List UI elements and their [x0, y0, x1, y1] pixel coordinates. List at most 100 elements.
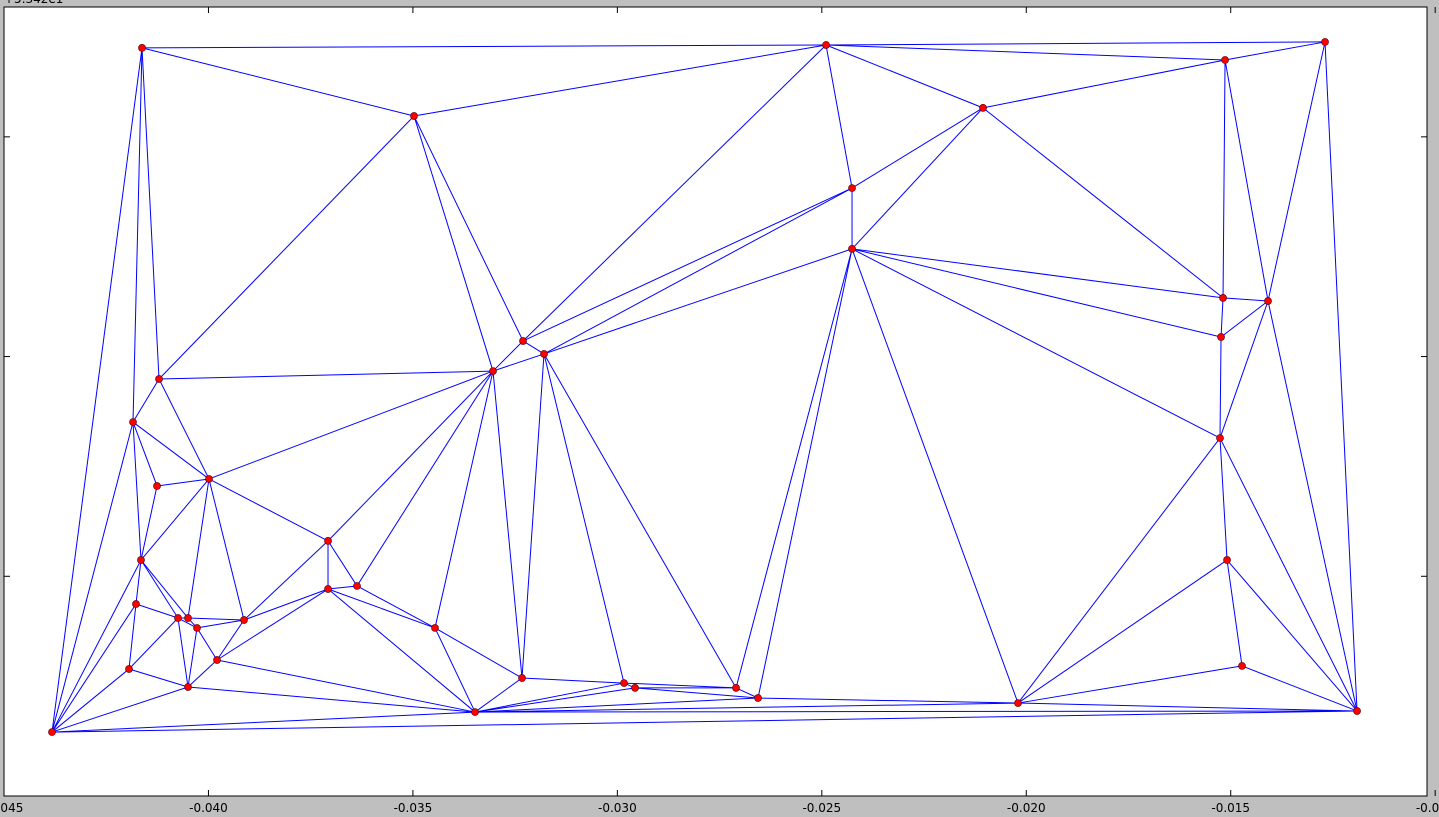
point	[620, 679, 628, 687]
x-tick-label: -0.045	[0, 801, 23, 815]
edge	[1324, 41, 1358, 711]
edge	[187, 617, 245, 621]
edge	[851, 248, 1224, 299]
point	[1221, 56, 1229, 64]
edge	[141, 47, 415, 117]
point	[979, 103, 987, 112]
point	[519, 337, 527, 345]
point	[184, 614, 192, 622]
edge	[243, 540, 329, 621]
point	[153, 482, 161, 490]
edge	[196, 619, 245, 629]
edge	[522, 44, 827, 342]
edge	[634, 687, 759, 699]
edge	[543, 187, 853, 355]
edge	[543, 353, 625, 684]
edge	[521, 677, 625, 684]
edges	[51, 41, 1358, 733]
edge	[434, 627, 476, 713]
edge	[1226, 559, 1358, 712]
edge	[140, 559, 179, 619]
edge	[413, 115, 494, 372]
edge	[208, 370, 494, 480]
edge	[51, 686, 189, 733]
point	[471, 708, 479, 716]
edge	[51, 668, 130, 733]
edge	[826, 41, 1326, 46]
edge	[208, 478, 329, 542]
point	[213, 656, 221, 664]
edge	[474, 677, 523, 713]
edge	[132, 421, 210, 480]
edge	[474, 687, 636, 713]
point	[732, 684, 740, 692]
edge	[758, 697, 1019, 704]
edge	[521, 353, 545, 679]
edge	[132, 47, 143, 423]
edge	[51, 559, 142, 733]
edge	[327, 588, 436, 629]
edge	[1220, 300, 1269, 338]
point	[132, 600, 140, 608]
edge	[1017, 437, 1221, 704]
point	[193, 624, 201, 632]
x-tick-label: -0.035	[394, 801, 433, 815]
point	[184, 683, 192, 691]
point	[240, 616, 248, 624]
point	[1321, 38, 1329, 46]
edge	[851, 107, 984, 189]
point	[205, 475, 213, 483]
edge	[1267, 41, 1326, 302]
edge	[327, 370, 494, 542]
points	[48, 38, 1361, 736]
edge	[135, 603, 179, 619]
edge	[140, 485, 158, 561]
edge	[474, 697, 759, 713]
edge	[851, 248, 1019, 704]
edge	[492, 371, 523, 679]
plot-area	[4, 7, 1427, 796]
edge	[187, 478, 210, 619]
point	[125, 665, 133, 673]
edge	[735, 687, 759, 699]
point	[410, 112, 418, 120]
edge	[187, 627, 198, 688]
edge	[1241, 665, 1358, 712]
edge	[158, 378, 210, 480]
edge	[851, 248, 1221, 439]
edge	[51, 421, 134, 733]
point	[324, 585, 332, 593]
edge	[1017, 665, 1243, 704]
x-tick-label: -0.010	[1416, 801, 1439, 815]
edge	[327, 588, 476, 713]
point	[1353, 707, 1361, 715]
edge	[51, 47, 143, 733]
edge	[128, 603, 137, 670]
point	[1223, 556, 1231, 564]
edge	[140, 559, 189, 619]
edge	[1219, 300, 1269, 439]
edge	[216, 619, 245, 661]
edge	[140, 478, 210, 561]
edge	[522, 340, 545, 355]
edge	[132, 378, 160, 423]
point	[1238, 662, 1246, 670]
point	[431, 624, 439, 632]
edge	[1017, 702, 1358, 712]
point	[155, 375, 163, 383]
edge	[475, 702, 1019, 713]
edge	[196, 627, 218, 661]
point	[353, 582, 361, 590]
edge	[825, 44, 853, 189]
edge	[1267, 300, 1358, 712]
edge	[132, 421, 158, 487]
edge	[158, 115, 415, 380]
point	[489, 367, 497, 375]
point	[1264, 297, 1272, 305]
edge	[757, 248, 853, 699]
point	[848, 245, 856, 253]
edge	[492, 340, 524, 372]
edge	[1220, 297, 1224, 338]
